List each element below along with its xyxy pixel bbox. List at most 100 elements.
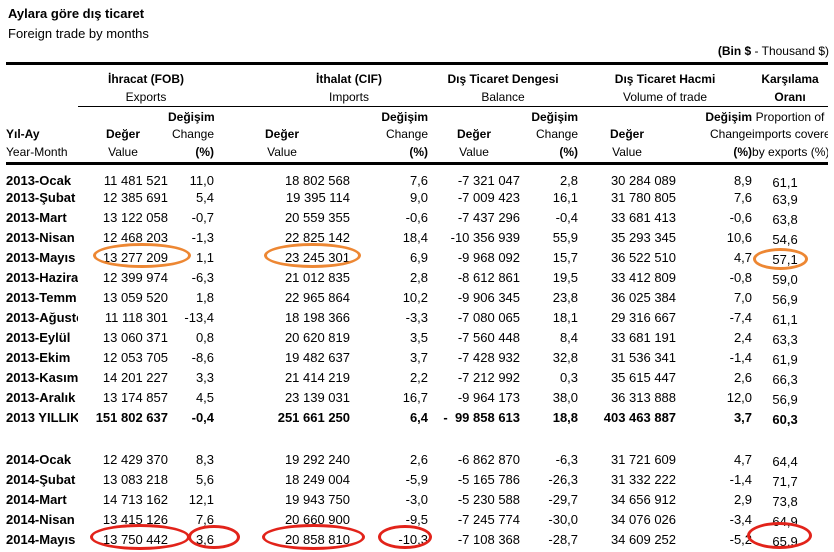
subheader-imports-change: Change — [385, 127, 429, 141]
foreign-trade-table: İhracat (FOB) İthalat (CIF) Dış Ticaret … — [6, 62, 829, 550]
cell-coverage-ratio: 73,8 — [772, 494, 798, 509]
row-label: 2014-Nisan — [6, 512, 75, 527]
cell-exports-value: 12 053 705 — [102, 350, 168, 365]
table-row: 2014-Mart 14 713 162 12,1 19 943 750 -3,0 -5 … — [6, 490, 828, 510]
row-label: 2013-Nisan — [6, 230, 75, 245]
cell-exports-change: 8,3 — [195, 452, 215, 467]
cell-exports-value: 14 713 162 — [102, 492, 168, 507]
cell-exports-value: 12 399 974 — [102, 270, 168, 285]
cell-balance-change: 8,4 — [559, 330, 579, 345]
cell-exports-value: 13 415 126 — [102, 512, 168, 527]
cell-imports-change: 6,9 — [409, 250, 429, 265]
column-year-month-tr: Yıl-Ay — [6, 127, 40, 141]
cell-balance-change: 16,1 — [552, 190, 579, 205]
header-row-deger-change: Yıl-Ay Değer Change Değer Change Değer C… — [6, 124, 828, 141]
cell-coverage-ratio: 63,8 — [772, 212, 798, 227]
subheader-volume-change: Change — [709, 127, 753, 141]
cell-exports-change: -6,3 — [191, 270, 215, 285]
subheader-balance-deger: Değer — [457, 127, 492, 141]
column-group-imports-tr: İthalat (CIF) — [316, 72, 383, 86]
cell-volume-change: -0,8 — [729, 270, 753, 285]
cell-coverage-ratio: 60,3 — [772, 412, 798, 427]
row-label: 2013-Mart — [6, 210, 67, 225]
row-label: 2013-Şubat — [6, 190, 76, 205]
subheader-exports-deger: Değer — [105, 127, 140, 141]
cell-coverage-ratio: 56,9 — [772, 392, 798, 407]
cell-exports-value: 13 059 520 — [102, 290, 168, 305]
subheader-exports-value: Value — [78, 141, 168, 165]
highlight-ellipse-red — [747, 522, 812, 549]
cell-balance-value: -5 230 588 — [457, 492, 521, 507]
table-row: 2013-Ocak 11 481 521 11,0 18 802 568 7,6 -7 3… — [6, 164, 828, 190]
cell-volume-value: 36 313 888 — [610, 390, 677, 405]
cell-balance-value: - 99 858 613 — [443, 410, 521, 425]
cell-imports-change: 16,7 — [402, 390, 429, 405]
cell-balance-value: -7 321 047 — [457, 172, 521, 188]
cell-coverage-ratio: 54,6 — [772, 232, 798, 247]
cell-exports-change: -8,6 — [191, 350, 215, 365]
table-row: 2013-Şubat 12 385 691 5,4 19 395 114 9,0 -7 0… — [6, 188, 828, 208]
subheader-balance-change: Change — [535, 127, 579, 141]
cell-balance-change: -30,0 — [548, 512, 579, 527]
cell-balance-change: 55,9 — [552, 230, 579, 245]
column-group-balance-en: Balance — [428, 86, 579, 107]
cell-balance-value: -9 906 345 — [457, 290, 521, 305]
cell-exports-value: 11 118 301 — [104, 310, 168, 325]
row-label: 2013-Hazira — [6, 270, 78, 285]
table-row: 2013-Hazira 12 399 974 -6,3 21 012 835 2,8 -8… — [6, 268, 828, 288]
cell-volume-change: 7,6 — [733, 190, 753, 205]
cell-imports-change: 3,5 — [409, 330, 429, 345]
cell-balance-change: 38,0 — [552, 390, 579, 405]
row-label: 2013 YILLIK — [6, 410, 78, 425]
subheader-imports-value: Value — [214, 141, 351, 165]
cell-volume-change: -5,2 — [729, 532, 753, 547]
header-row-value-pct: Year-Month Value (%) Value (%) Value (%)… — [6, 141, 829, 165]
cell-exports-value: 151 802 637 — [95, 410, 168, 425]
table-row: 2013-Temm 13 059 520 1,8 22 965 864 10,2 -9 9… — [6, 288, 828, 308]
column-group-coverage-tr2: Oranı — [752, 86, 829, 107]
row-label: 2013-Eylül — [6, 330, 71, 345]
cell-imports-value: 21 414 219 — [284, 370, 351, 385]
cell-imports-value: 20 620 819 — [284, 330, 351, 345]
cell-volume-change: 12,0 — [726, 390, 753, 405]
cell-exports-value: 13 060 371 — [102, 330, 168, 345]
cell-exports-change: -13,4 — [184, 310, 215, 325]
subheader-volume-deger: Değer — [610, 127, 645, 141]
subheader-volume-pct: (%) — [676, 141, 753, 165]
header-row-degisim: Değişim Değişim Değişim Değişim Proporti… — [6, 107, 828, 124]
cell-balance-value: -10 356 939 — [450, 230, 521, 245]
cell-coverage-ratio: 59,0 — [772, 272, 798, 287]
cell-imports-value: 23 139 031 — [284, 390, 351, 405]
cell-exports-change: 1,1 — [195, 250, 215, 265]
table-row: 2013-Kasım 14 201 227 3,3 21 414 219 2,2 -7 2… — [6, 368, 828, 388]
cell-imports-change: -3,0 — [405, 492, 429, 507]
cell-volume-change: 4,7 — [733, 452, 753, 467]
row-label: 2013-Aralık — [6, 390, 76, 405]
cell-exports-change: 5,4 — [195, 190, 215, 205]
cell-volume-change: -7,4 — [729, 310, 753, 325]
cell-balance-value: -7 080 065 — [457, 310, 521, 325]
subheader-volume-degisim: Değişim — [705, 110, 753, 124]
subheader-coverage-line3: by exports (%) — [752, 141, 829, 165]
cell-imports-change: 3,7 — [409, 350, 429, 365]
cell-balance-change: 18,8 — [552, 410, 579, 425]
cell-imports-value: 22 965 864 — [284, 290, 351, 305]
column-group-exports-tr: İhracat (FOB) — [108, 72, 185, 86]
row-label: 2013-Mayıs — [6, 250, 76, 265]
table-row: 2013 YILLIK 151 802 637 -0,4 251 661 250 6,4… — [6, 408, 828, 428]
cell-balance-value: -7 245 774 — [457, 512, 521, 527]
cell-imports-value: 19 943 750 — [284, 492, 351, 507]
row-label: 2014-Mayıs — [6, 532, 76, 547]
cell-exports-change: 12,1 — [188, 492, 215, 507]
cell-volume-value: 34 656 912 — [610, 492, 677, 507]
cell-coverage-ratio: 56,9 — [772, 292, 798, 307]
highlight-ellipse-red — [90, 524, 190, 550]
cell-imports-change: 2,8 — [409, 270, 429, 285]
cell-coverage-ratio: 64,4 — [772, 454, 798, 469]
cell-volume-change: -1,4 — [729, 472, 753, 487]
cell-exports-change: 7,6 — [195, 512, 215, 527]
row-label: 2014-Ocak — [6, 452, 72, 467]
cell-exports-value: 13 083 218 — [102, 472, 168, 487]
cell-volume-change: -1,4 — [729, 350, 753, 365]
cell-imports-change: -0,6 — [405, 210, 429, 225]
